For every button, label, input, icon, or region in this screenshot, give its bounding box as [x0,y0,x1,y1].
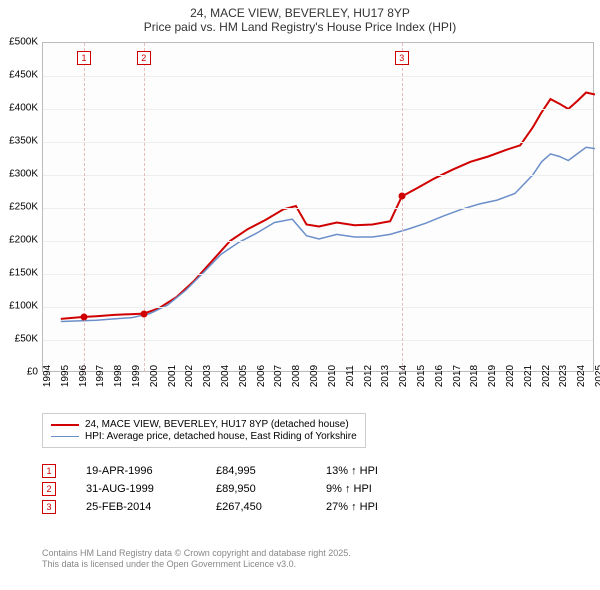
x-tick-label: 2015 [416,365,427,387]
gridline [43,208,593,209]
x-tick-label: 2007 [273,365,284,387]
gridline [43,307,593,308]
x-tick-label: 1994 [42,365,53,387]
x-tick-label: 1997 [95,365,106,387]
x-tick-label: 2022 [541,365,552,387]
sale-index-box: 1 [42,464,56,478]
x-tick-label: 2023 [558,365,569,387]
x-tick-label: 2020 [505,365,516,387]
sale-point [80,313,87,320]
sale-marker-2: 2 [137,51,151,65]
sale-vline [84,43,85,371]
x-tick-label: 2009 [309,365,320,387]
x-tick-label: 2001 [167,365,178,387]
attribution-footer: Contains HM Land Registry data © Crown c… [42,548,351,571]
y-tick-label: £100K [9,301,38,312]
legend-label: HPI: Average price, detached house, East… [85,431,357,442]
gridline [43,109,593,110]
sale-vline [144,43,145,371]
x-tick-label: 2003 [202,365,213,387]
y-tick-label: £250K [9,202,38,213]
y-tick-label: £350K [9,136,38,147]
x-tick-label: 2021 [523,365,534,387]
x-tick-label: 2005 [238,365,249,387]
y-tick-label: £300K [9,169,38,180]
y-tick-label: £150K [9,268,38,279]
legend-entry: HPI: Average price, detached house, East… [51,431,357,442]
table-row: 2 31-AUG-1999£89,9509% ↑ HPI [42,482,426,496]
chart-legend: 24, MACE VIEW, BEVERLEY, HU17 8YP (detac… [42,413,366,448]
legend-entry: 24, MACE VIEW, BEVERLEY, HU17 8YP (detac… [51,419,357,430]
x-tick-label: 1998 [113,365,124,387]
sale-delta: 13% ↑ HPI [326,465,426,477]
sale-price: £89,950 [216,483,326,495]
x-tick-label: 2019 [487,365,498,387]
y-tick-label: £0 [27,367,38,378]
footer-licence: This data is licensed under the Open Gov… [42,559,351,570]
sale-date: 19-APR-1996 [86,465,216,477]
gridline [43,175,593,176]
x-tick-label: 2016 [434,365,445,387]
table-row: 3 25-FEB-2014£267,45027% ↑ HPI [42,500,426,514]
x-tick-label: 2010 [327,365,338,387]
x-tick-label: 2008 [291,365,302,387]
sale-date: 25-FEB-2014 [86,501,216,513]
y-tick-label: £50K [15,334,38,345]
x-tick-label: 2024 [576,365,587,387]
series-line [61,93,595,319]
gridline [43,142,593,143]
series-line [61,147,595,321]
y-tick-label: £500K [9,37,38,48]
gridline [43,340,593,341]
x-tick-label: 2025 [594,365,600,387]
x-tick-label: 2004 [220,365,231,387]
footer-copyright: Contains HM Land Registry data © Crown c… [42,548,351,559]
sale-index-box: 3 [42,500,56,514]
chart-title: 24, MACE VIEW, BEVERLEY, HU17 8YP Price … [0,0,600,38]
title-address: 24, MACE VIEW, BEVERLEY, HU17 8YP [10,6,590,20]
x-tick-label: 1995 [60,365,71,387]
x-tick-label: 2002 [184,365,195,387]
legend-label: 24, MACE VIEW, BEVERLEY, HU17 8YP (detac… [85,419,349,430]
sale-price: £267,450 [216,501,326,513]
y-tick-label: £400K [9,103,38,114]
sale-delta: 9% ↑ HPI [326,483,426,495]
x-tick-label: 1999 [131,365,142,387]
title-subtitle: Price paid vs. HM Land Registry's House … [10,20,590,34]
legend-swatch [51,424,79,426]
sale-point [140,310,147,317]
sale-point [398,193,405,200]
sale-index-box: 2 [42,482,56,496]
x-tick-label: 2006 [256,365,267,387]
x-tick-label: 2017 [452,365,463,387]
gridline [43,76,593,77]
x-tick-label: 2000 [149,365,160,387]
x-tick-label: 1996 [78,365,89,387]
sale-marker-3: 3 [395,51,409,65]
sale-vline [402,43,403,371]
sale-delta: 27% ↑ HPI [326,501,426,513]
sale-marker-1: 1 [77,51,91,65]
x-tick-label: 2018 [469,365,480,387]
x-tick-label: 2014 [398,365,409,387]
sales-table: 1 19-APR-1996£84,99513% ↑ HPI 2 31-AUG-1999… [42,460,426,518]
price-chart: 1 2 3 [42,42,594,372]
gridline [43,241,593,242]
gridline [43,274,593,275]
table-row: 1 19-APR-1996£84,99513% ↑ HPI [42,464,426,478]
x-tick-label: 2013 [380,365,391,387]
legend-swatch [51,436,79,437]
y-tick-label: £450K [9,70,38,81]
sale-price: £84,995 [216,465,326,477]
y-tick-label: £200K [9,235,38,246]
x-tick-label: 2011 [345,365,356,387]
sale-date: 31-AUG-1999 [86,483,216,495]
x-tick-label: 2012 [363,365,374,387]
